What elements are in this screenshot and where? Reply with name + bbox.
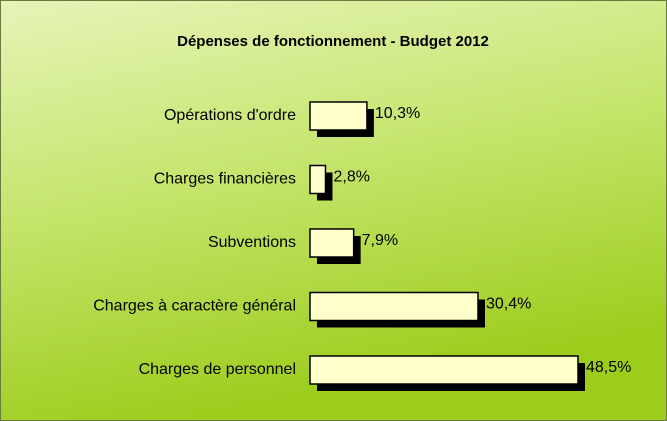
- bar: [309, 101, 368, 131]
- value-label: 30,4%: [486, 296, 531, 313]
- value-label: 48,5%: [586, 359, 631, 376]
- category-label: Charges financières: [154, 171, 296, 188]
- category-label: Opérations d'ordre: [164, 107, 296, 124]
- value-label: 10,3%: [375, 105, 420, 122]
- value-label: 2,8%: [333, 169, 369, 186]
- category-label: Subventions: [208, 234, 296, 251]
- bar: [309, 355, 579, 385]
- bar: [309, 164, 327, 195]
- category-label: Charges à caractère général: [93, 298, 296, 315]
- chart-title: Dépenses de fonctionnement - Budget 2012: [177, 33, 489, 50]
- bar: [309, 291, 479, 322]
- bar: [309, 228, 355, 258]
- category-label: Charges de personnel: [139, 361, 296, 378]
- value-label: 7,9%: [362, 232, 398, 249]
